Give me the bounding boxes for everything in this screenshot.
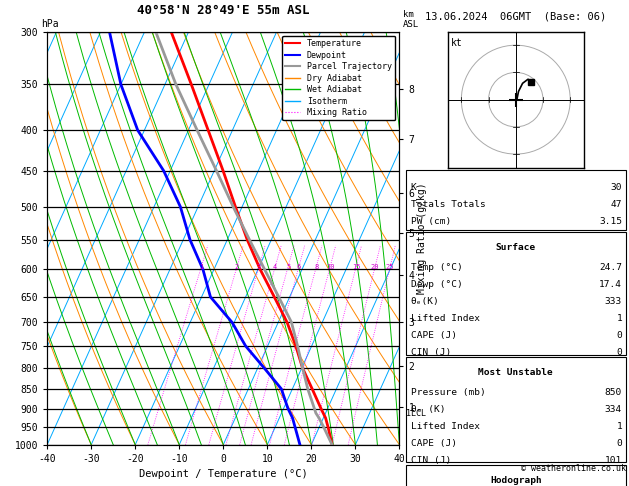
Text: Dewp (°C): Dewp (°C): [411, 280, 462, 289]
Text: 1: 1: [616, 314, 622, 323]
Text: kt: kt: [450, 38, 462, 49]
Y-axis label: Mixing Ratio (g/kg): Mixing Ratio (g/kg): [417, 182, 427, 294]
Text: 2: 2: [235, 263, 239, 270]
Text: 15: 15: [352, 263, 360, 270]
X-axis label: Dewpoint / Temperature (°C): Dewpoint / Temperature (°C): [139, 469, 308, 479]
Text: 47: 47: [611, 200, 622, 208]
Text: 333: 333: [605, 297, 622, 306]
Text: 1: 1: [616, 422, 622, 431]
Text: 0: 0: [616, 348, 622, 357]
Text: CAPE (J): CAPE (J): [411, 439, 457, 448]
Text: Pressure (mb): Pressure (mb): [411, 388, 486, 397]
Text: 0: 0: [616, 439, 622, 448]
Text: Hodograph: Hodograph: [490, 476, 542, 485]
Text: Temp (°C): Temp (°C): [411, 263, 462, 272]
Text: 1: 1: [199, 263, 204, 270]
Text: 3: 3: [257, 263, 261, 270]
Text: 1LCL: 1LCL: [406, 409, 426, 417]
Text: 3.15: 3.15: [599, 217, 622, 226]
Text: CIN (J): CIN (J): [411, 456, 451, 465]
Text: 6: 6: [297, 263, 301, 270]
Text: km
ASL: km ASL: [403, 10, 419, 29]
Text: θₑ (K): θₑ (K): [411, 405, 445, 414]
Text: 101: 101: [605, 456, 622, 465]
Text: 5: 5: [286, 263, 291, 270]
Text: 8: 8: [314, 263, 318, 270]
Text: 334: 334: [605, 405, 622, 414]
Legend: Temperature, Dewpoint, Parcel Trajectory, Dry Adiabat, Wet Adiabat, Isotherm, Mi: Temperature, Dewpoint, Parcel Trajectory…: [282, 36, 395, 121]
Text: CAPE (J): CAPE (J): [411, 331, 457, 340]
Text: Lifted Index: Lifted Index: [411, 314, 480, 323]
Text: 4: 4: [273, 263, 277, 270]
Text: 0: 0: [616, 331, 622, 340]
Text: PW (cm): PW (cm): [411, 217, 451, 226]
Text: 10: 10: [326, 263, 335, 270]
Text: Most Unstable: Most Unstable: [479, 368, 553, 377]
Text: K: K: [411, 183, 416, 191]
Text: 24.7: 24.7: [599, 263, 622, 272]
Text: CIN (J): CIN (J): [411, 348, 451, 357]
Text: © weatheronline.co.uk: © weatheronline.co.uk: [521, 464, 626, 473]
Text: Totals Totals: Totals Totals: [411, 200, 486, 208]
Text: 850: 850: [605, 388, 622, 397]
Text: 40°58'N 28°49'E 55m ASL: 40°58'N 28°49'E 55m ASL: [137, 4, 309, 17]
Text: 20: 20: [371, 263, 379, 270]
Text: θₑ(K): θₑ(K): [411, 297, 440, 306]
Text: hPa: hPa: [41, 19, 58, 29]
Text: 13.06.2024  06GMT  (Base: 06): 13.06.2024 06GMT (Base: 06): [425, 12, 606, 22]
Text: 30: 30: [611, 183, 622, 191]
Text: 25: 25: [386, 263, 394, 270]
Text: Surface: Surface: [496, 243, 536, 252]
Text: 17.4: 17.4: [599, 280, 622, 289]
Text: Lifted Index: Lifted Index: [411, 422, 480, 431]
